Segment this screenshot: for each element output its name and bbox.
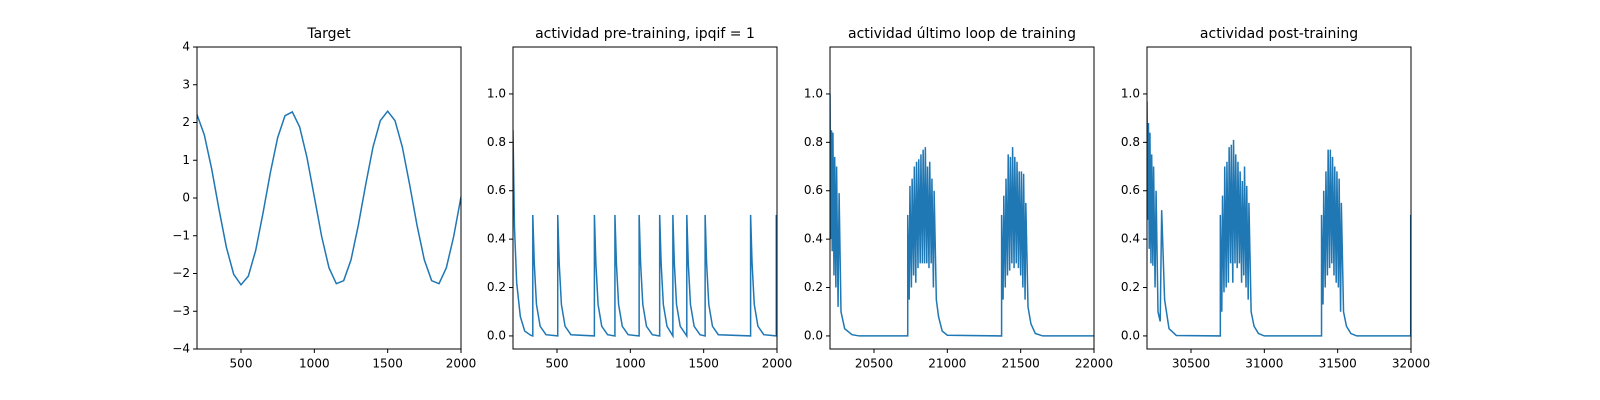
x-tick-label: 31000 — [1245, 357, 1283, 371]
y-tick-label: 0.8 — [1121, 135, 1140, 149]
y-tick-label: 0.4 — [487, 232, 506, 246]
x-tick-label: 500 — [230, 357, 253, 371]
y-tick-label: 3 — [182, 77, 190, 91]
x-tick-label: 1000 — [615, 357, 646, 371]
x-tick-label: 31500 — [1319, 357, 1357, 371]
subplot-title: actividad último loop de training — [848, 26, 1076, 42]
line — [1147, 101, 1411, 337]
y-tick-label: 0.2 — [804, 280, 823, 294]
x-tick-label: 2000 — [446, 357, 477, 371]
line — [197, 109, 461, 287]
y-tick-label: 0.8 — [804, 135, 823, 149]
y-tick-label: 0.6 — [804, 183, 823, 197]
y-tick-label: 0.6 — [487, 183, 506, 197]
y-tick-label: 2 — [182, 115, 190, 129]
y-tick-label: 0.2 — [1121, 280, 1140, 294]
x-tick-label: 500 — [546, 357, 569, 371]
x-tick-label: 1500 — [372, 357, 403, 371]
y-tick-label: 4 — [182, 40, 190, 54]
y-tick-label: 0.8 — [487, 135, 506, 149]
y-tick-label: 1.0 — [1121, 86, 1140, 100]
y-tick-label: 1.0 — [487, 86, 506, 100]
x-tick-label: 32000 — [1392, 357, 1430, 371]
subplot-title: actividad pre-training, ipqif = 1 — [535, 26, 755, 42]
subplot-title: actividad post-training — [1200, 26, 1358, 42]
y-tick-label: 1.0 — [804, 86, 823, 100]
y-tick-label: −3 — [172, 304, 190, 318]
y-tick-label: 0.0 — [1121, 328, 1140, 342]
y-tick-label: 0.4 — [804, 232, 823, 246]
y-tick-label: 0 — [182, 191, 190, 205]
x-tick-label: 1500 — [688, 357, 719, 371]
y-tick-label: −1 — [172, 228, 190, 242]
y-tick-label: −4 — [172, 342, 190, 356]
x-tick-label: 21500 — [1002, 357, 1040, 371]
x-tick-label: 20500 — [855, 357, 893, 371]
y-tick-label: 1 — [182, 153, 190, 167]
x-tick-label: 30500 — [1172, 357, 1210, 371]
y-tick-label: −2 — [172, 266, 190, 280]
x-tick-label: 2000 — [762, 357, 793, 371]
y-tick-label: 0.2 — [487, 280, 506, 294]
line — [513, 130, 777, 339]
y-tick-label: 0.0 — [487, 328, 506, 342]
line — [830, 93, 1094, 337]
x-tick-label: 1000 — [299, 357, 330, 371]
subplot-title: Target — [306, 26, 351, 42]
x-tick-label: 21000 — [928, 357, 966, 371]
axes-frame — [1146, 46, 1412, 350]
axes-frame — [512, 46, 778, 350]
y-tick-label: 0.4 — [1121, 232, 1140, 246]
y-tick-label: 0.6 — [1121, 183, 1140, 197]
y-tick-label: 0.0 — [804, 328, 823, 342]
x-tick-label: 22000 — [1075, 357, 1113, 371]
axes-frame — [829, 46, 1095, 350]
axes-frame — [196, 46, 462, 350]
